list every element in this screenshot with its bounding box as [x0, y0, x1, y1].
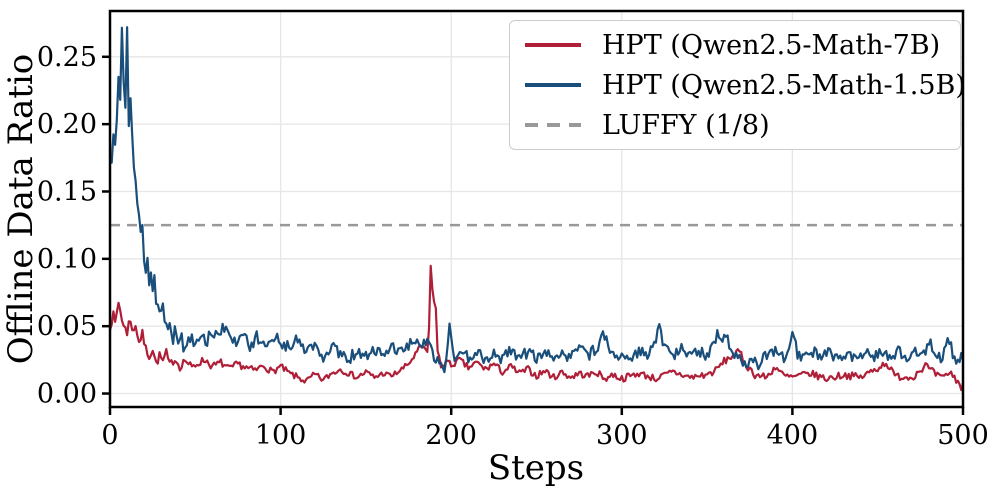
legend-item-hpt-7b: HPT (Qwen2.5-Math-7B) [516, 25, 954, 65]
blue-line-swatch-icon [525, 83, 581, 87]
tick-labels: 0.00 0.05 0.10 0.15 0.20 0.25 0 100 200 300 400 500 [37, 42, 989, 451]
x-tick-label: 400 [767, 420, 819, 451]
legend-label: HPT (Qwen2.5-Math-7B) [602, 29, 941, 61]
y-tick-label: 0.10 [37, 244, 97, 275]
series-line [108, 264, 965, 392]
y-axis-label: Offline Data Ratio [1, 54, 41, 365]
legend-item-luffy: LUFFY (1/8) [516, 105, 954, 145]
plot-border [108, 9, 965, 409]
legend-item-hpt-1-5b: HPT (Qwen2.5-Math-1.5B) [516, 65, 966, 105]
x-tick-label: 0 [101, 420, 118, 451]
gray-dashed-swatch-icon [525, 123, 581, 127]
y-tick-label: 0.00 [37, 379, 97, 410]
legend-label: LUFFY (1/8) [602, 109, 770, 141]
data-series [108, 26, 965, 392]
red-line-swatch-icon [525, 43, 581, 47]
x-tick-label: 500 [937, 420, 989, 451]
y-tick-label: 0.05 [37, 311, 97, 342]
x-tick-label: 100 [255, 420, 307, 451]
legend-label: HPT (Qwen2.5-Math-1.5B) [602, 69, 966, 101]
x-tick-label: 300 [596, 420, 648, 451]
y-tick-label: 0.20 [37, 109, 97, 140]
y-tick-label: 0.25 [37, 42, 97, 73]
x-tick-label: 200 [425, 420, 477, 451]
axis-ticks [102, 55, 965, 415]
y-tick-label: 0.15 [37, 176, 97, 207]
series-line [108, 26, 965, 374]
legend-box: HPT (Qwen2.5-Math-7B) HPT (Qwen2.5-Math-… [509, 20, 966, 150]
x-axis-label: Steps [488, 448, 584, 488]
